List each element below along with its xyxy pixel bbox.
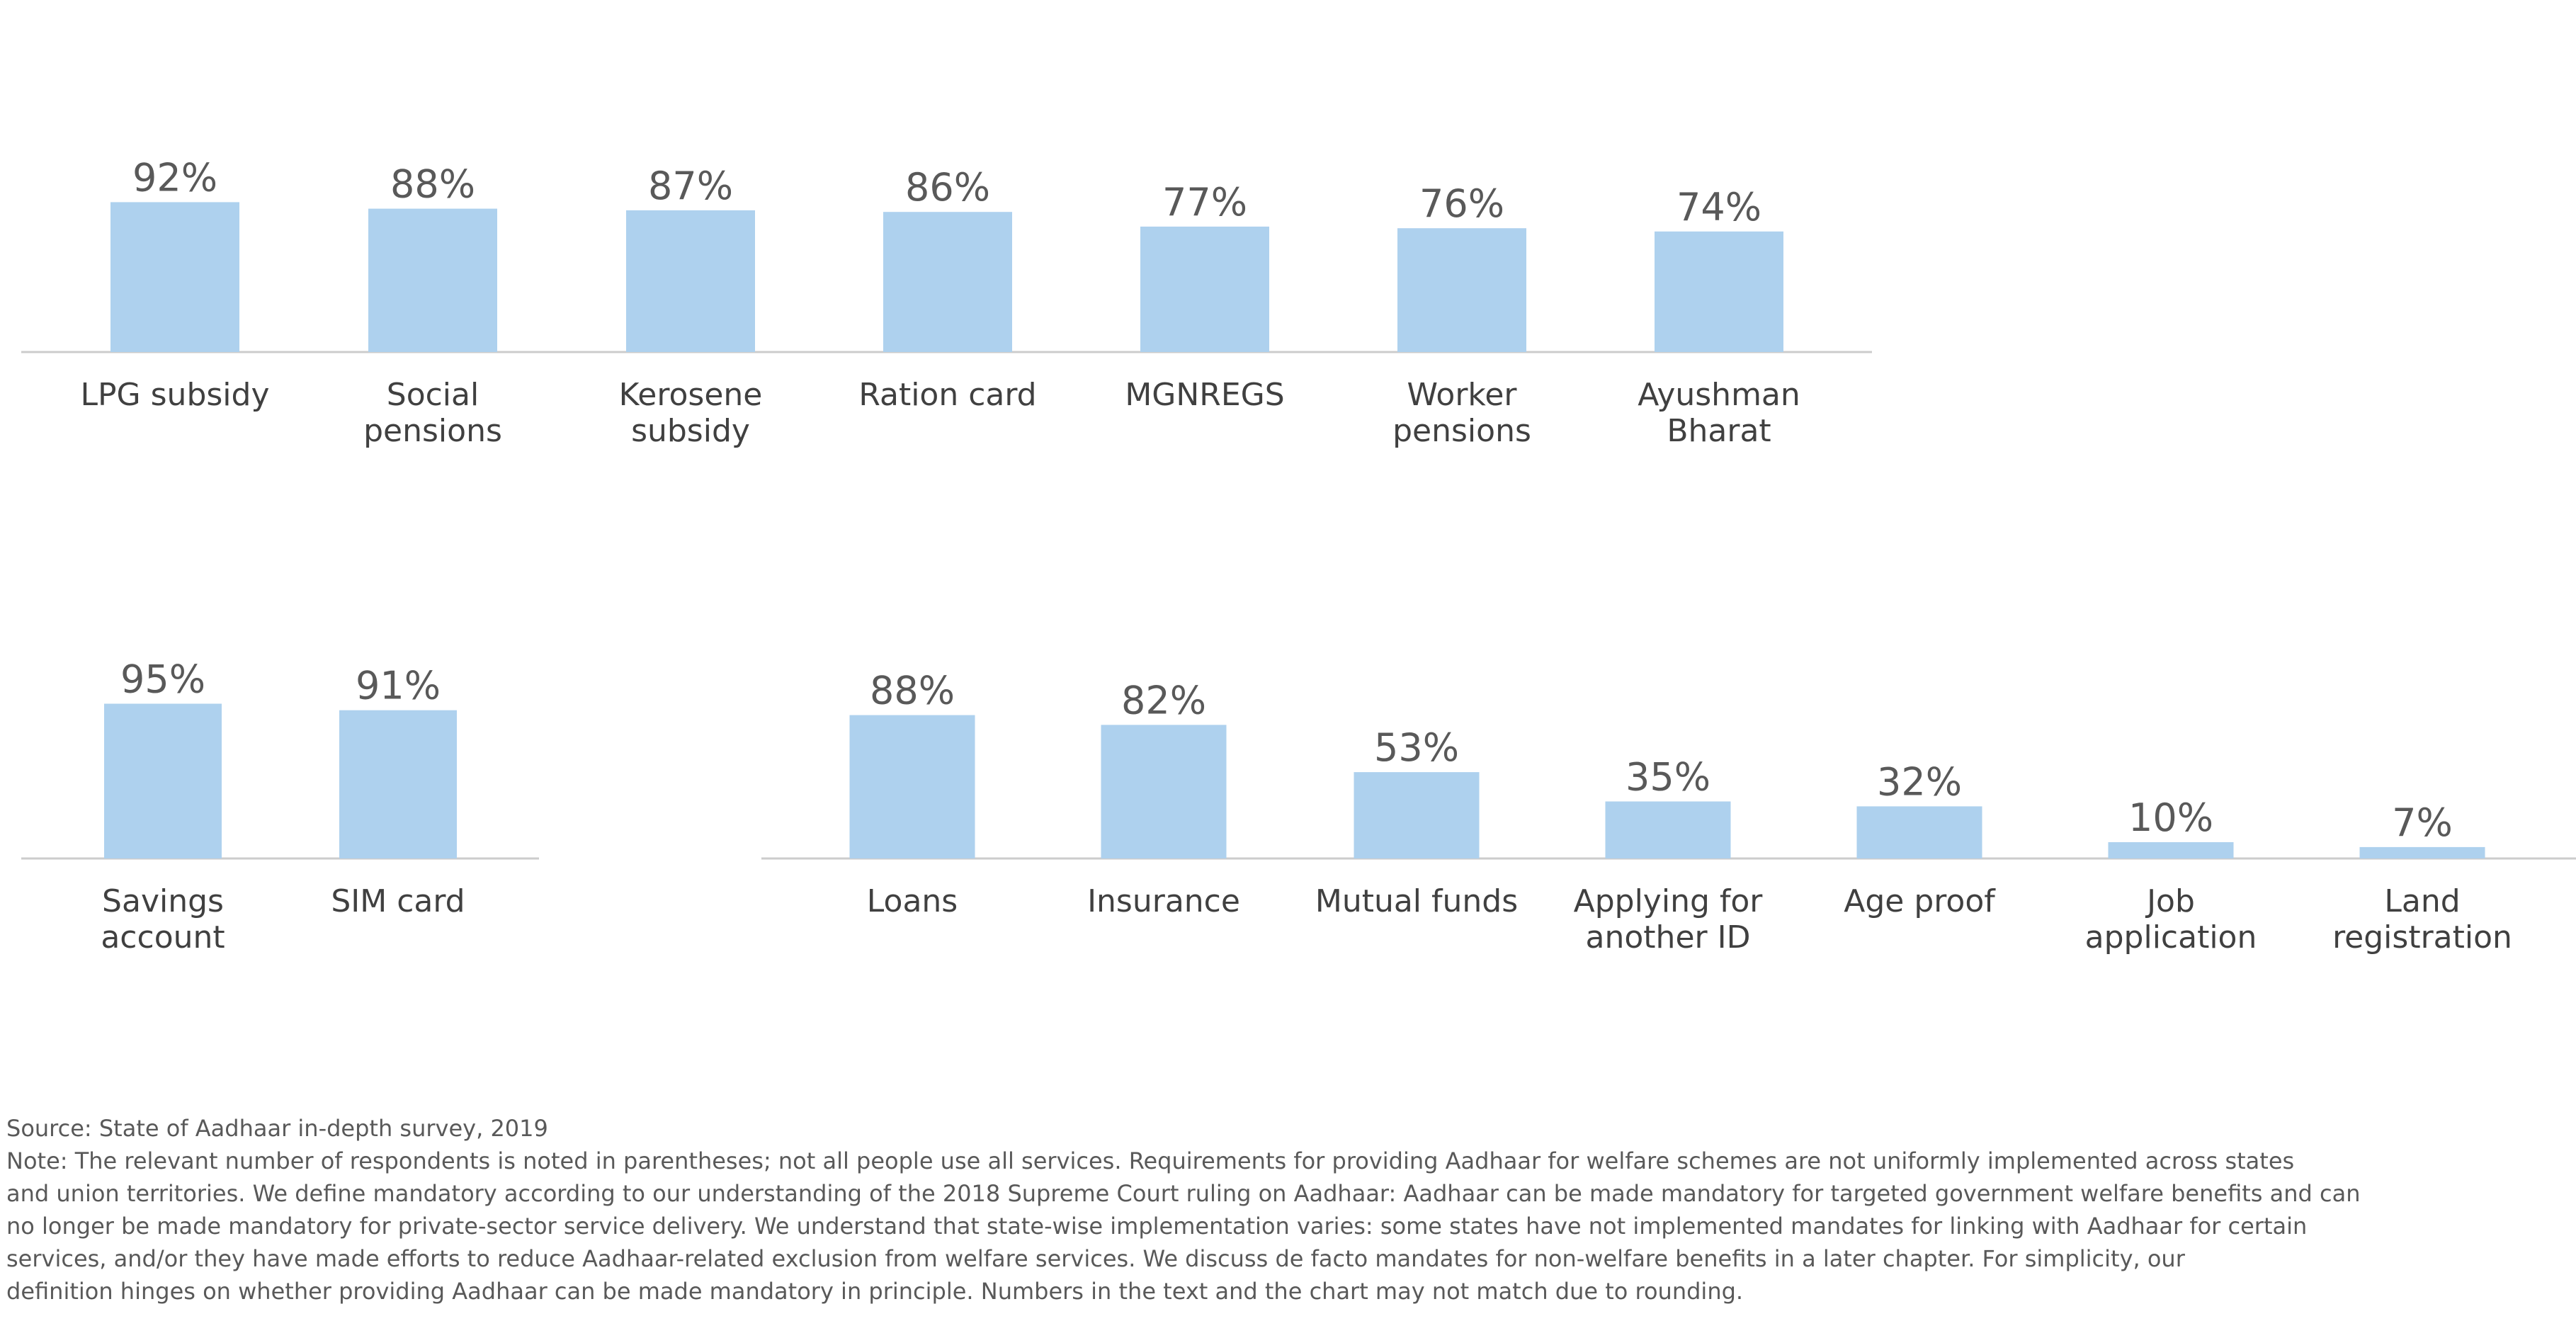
- category-label: Mutual funds: [1315, 883, 1518, 919]
- data-label: 87%: [648, 164, 733, 208]
- bar: [110, 202, 239, 352]
- bar: [1397, 228, 1526, 352]
- category-label: Savings account: [101, 883, 225, 956]
- bar: [883, 212, 1012, 352]
- note-line: and union territories. We define mandato…: [6, 1180, 2361, 1207]
- category-label: Ration card: [858, 377, 1036, 413]
- note-line: services, and/or they have made efforts …: [6, 1245, 2185, 1272]
- category-label: Land registration: [2332, 883, 2512, 956]
- bar: [1101, 725, 1227, 858]
- data-label: 32%: [1877, 759, 1962, 804]
- bar: [2108, 842, 2234, 858]
- category-label: Applying for another ID: [1574, 883, 1764, 956]
- bar: [104, 703, 222, 858]
- bar: [1655, 231, 1783, 352]
- data-label: 77%: [1162, 180, 1247, 225]
- category-label: Kerosene subsidy: [619, 377, 763, 449]
- data-label: 95%: [120, 657, 205, 702]
- bar: [368, 208, 497, 352]
- category-label: SIM card: [331, 883, 465, 919]
- data-label: 10%: [2128, 795, 2213, 840]
- note-line: no longer be made mandatory for private-…: [6, 1213, 2308, 1240]
- footer: Source: State of Aadhaar in-depth survey…: [6, 1112, 2528, 1308]
- category-label: LPG subsidy: [81, 377, 270, 413]
- category-label: Worker pensions: [1392, 377, 1531, 449]
- category-label: Social pensions: [363, 377, 502, 449]
- bar: [849, 715, 975, 858]
- bar: [626, 210, 755, 352]
- bar: [1140, 226, 1269, 352]
- bar: [2359, 846, 2485, 858]
- category-label: Job application: [2085, 883, 2257, 956]
- category-label: Insurance: [1087, 883, 1240, 919]
- category-label: Ayushman Bharat: [1638, 377, 1800, 449]
- bar: [1605, 801, 1731, 858]
- category-label: Age proof: [1844, 883, 1996, 919]
- data-label: 86%: [905, 165, 990, 210]
- data-label: 88%: [390, 162, 475, 207]
- category-label: MGNREGS: [1125, 377, 1284, 413]
- category-label: Loans: [867, 883, 958, 919]
- data-label: 91%: [356, 664, 441, 708]
- bar: [1354, 772, 1480, 858]
- data-label: 88%: [870, 669, 955, 713]
- data-label: 82%: [1121, 678, 1206, 722]
- data-label: 76%: [1419, 181, 1504, 226]
- data-label: 92%: [132, 155, 217, 200]
- data-label: 35%: [1625, 755, 1710, 800]
- data-label: 7%: [2392, 800, 2453, 845]
- note-line: Note: The relevant number of respondents…: [6, 1147, 2295, 1174]
- note-line: definition hinges on whether providing A…: [6, 1278, 1744, 1305]
- data-label: 74%: [1676, 185, 1761, 229]
- bar: [1856, 806, 1982, 858]
- data-label: 53%: [1374, 725, 1459, 770]
- source-text: Source: State of Aadhaar in-depth survey…: [6, 1115, 548, 1142]
- bar: [339, 710, 457, 858]
